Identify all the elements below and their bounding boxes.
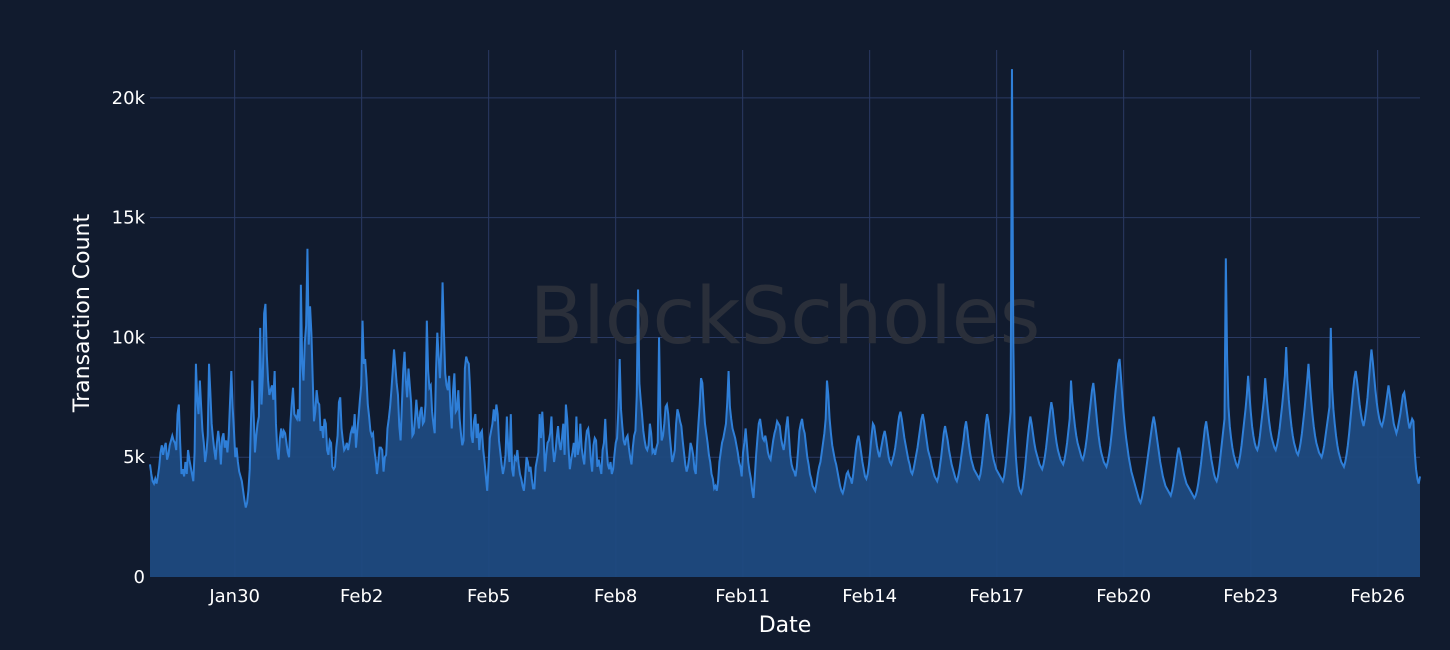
- y-tick-label: 20k: [112, 88, 146, 109]
- x-axis-title: Date: [759, 613, 812, 638]
- watermark: BlockScholes: [530, 272, 1041, 362]
- x-tick-label: Feb23: [1223, 586, 1278, 607]
- y-axis-ticks: 0 5k 10k 15k 20k: [112, 88, 146, 588]
- x-tick-label: Feb14: [842, 586, 897, 607]
- y-axis-title: Transaction Count: [70, 214, 95, 414]
- x-tick-label: Feb2: [340, 586, 383, 607]
- series-line: [149, 69, 1421, 508]
- x-tick-label: Feb5: [467, 586, 510, 607]
- x-tick-label: Feb17: [969, 586, 1024, 607]
- series-area: [150, 69, 1420, 577]
- x-tick-label: Feb11: [715, 586, 770, 607]
- y-tick-label: 0: [134, 567, 145, 588]
- y-tick-label: 5k: [123, 447, 145, 468]
- y-tick-label: 10k: [112, 327, 146, 348]
- x-axis-ticks: Jan30 Feb2 Feb5 Feb8 Feb11 Feb14 Feb17 Feb20 Feb…: [208, 586, 1405, 607]
- x-tick-label: Feb26: [1350, 586, 1405, 607]
- x-tick-label: Feb8: [594, 586, 637, 607]
- y-tick-label: 15k: [112, 208, 146, 229]
- x-tick-label: Feb20: [1096, 586, 1151, 607]
- x-tick-label: Jan30: [208, 586, 260, 607]
